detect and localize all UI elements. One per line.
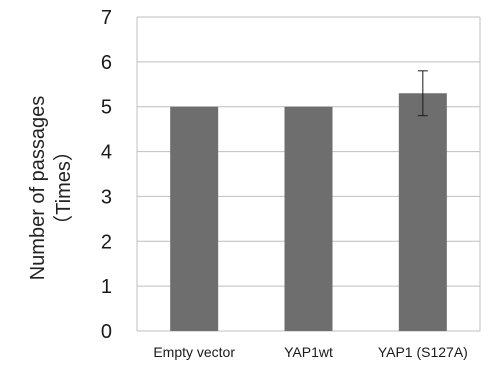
bar-1 (284, 106, 333, 331)
error-bars (417, 70, 428, 117)
y-tick-label-4: 4 (101, 142, 112, 164)
y-tick-label-6: 6 (101, 52, 112, 74)
x-tick-label-2: YAP1 (S127A) (378, 344, 468, 360)
x-tick-labels: Empty vector YAP1wt YAP1 (S127A) (153, 344, 468, 360)
y-tick-label-2: 2 (101, 231, 112, 253)
y-axis-title: Number of passages (27, 96, 49, 281)
y-axis-unit: （Times） (52, 141, 75, 235)
y-tick-labels: 0 1 2 3 4 5 6 7 (101, 7, 112, 343)
y-axis-label: Number of passages （Times） (27, 96, 75, 281)
bar-2 (398, 93, 447, 331)
y-tick-label-0: 0 (101, 321, 112, 343)
bars (170, 93, 447, 331)
y-tick-label-1: 1 (101, 276, 112, 298)
y-tick-label-5: 5 (101, 97, 112, 119)
x-tick-label-0: Empty vector (153, 344, 235, 360)
y-tick-label-3: 3 (101, 186, 112, 208)
y-tick-label-7: 7 (101, 7, 112, 29)
x-tick-label-1: YAP1wt (284, 344, 333, 360)
bar-0 (170, 106, 219, 331)
